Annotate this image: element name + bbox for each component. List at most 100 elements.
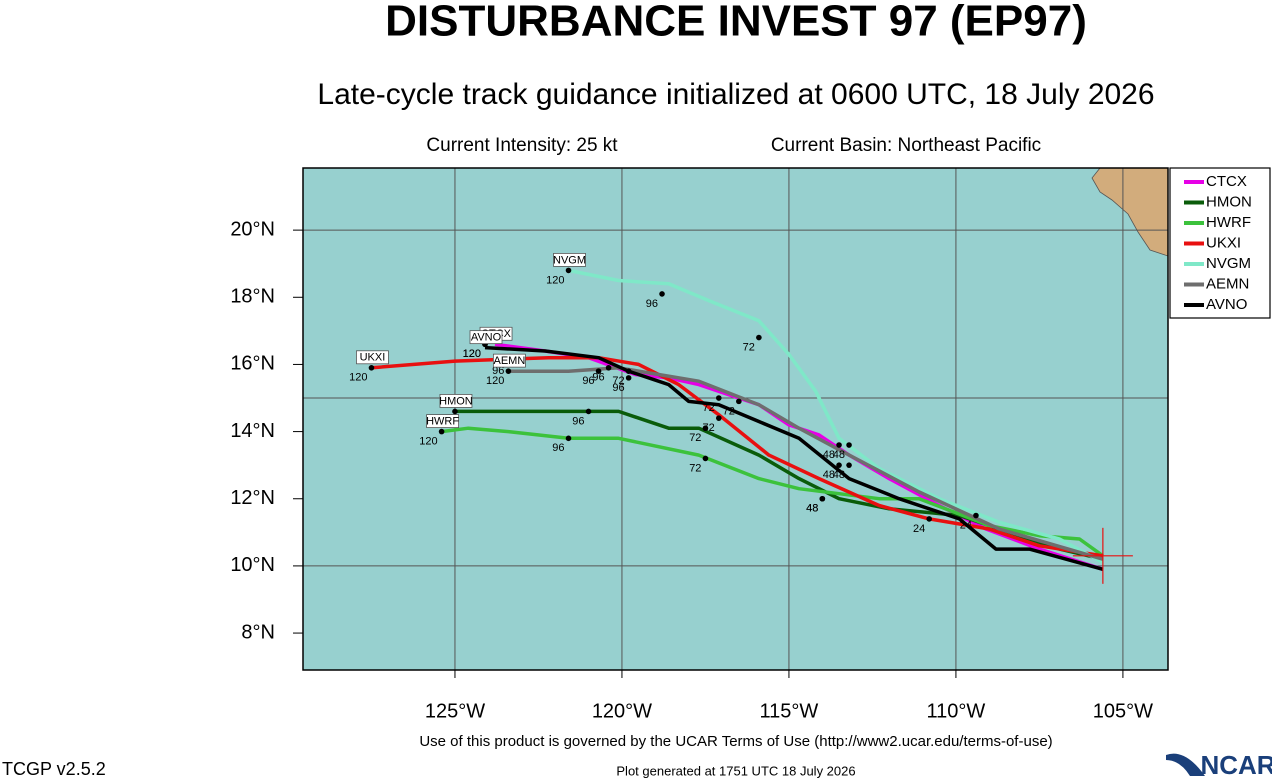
hour-point (452, 408, 458, 415)
chart-subtitle: Late-cycle track guidance initialized at… (317, 78, 1154, 111)
hour-point (836, 442, 842, 448)
hour-label: 120 (486, 375, 504, 387)
land (1091, 168, 1168, 257)
hour-point (659, 291, 665, 297)
hour-point (368, 364, 375, 371)
model-label-box (426, 414, 460, 428)
hour-point (973, 512, 979, 519)
hour-label: 96 (612, 382, 624, 394)
x-tick-label: 125°W (425, 700, 485, 722)
legend-label: AEMN (1206, 275, 1249, 292)
hour-label: 72 (743, 341, 755, 353)
hour-point (595, 368, 602, 374)
hour-label: 96 (572, 415, 584, 427)
hour-label: 48 (823, 469, 835, 481)
model-label-box (553, 253, 586, 267)
hour-point (505, 368, 512, 374)
track (441, 426, 1104, 558)
hour-label: 120 (419, 435, 437, 447)
model-label: HWRF (426, 415, 459, 427)
hour-point (625, 368, 632, 374)
x-tick-label: 115°W (760, 700, 819, 722)
basin: Current Basin: Northeast Pacific (771, 135, 1041, 156)
hour-label: 96 (552, 442, 564, 454)
model-label: UKXI (360, 352, 386, 364)
hour-label: 72 (689, 462, 701, 474)
hour-label: 120 (546, 274, 564, 286)
y-tick-label: 16°N (230, 353, 275, 375)
model-label: AEMN (494, 355, 526, 367)
legend-label: UKXI (1206, 234, 1241, 251)
model-label: HMON (439, 395, 473, 407)
track (508, 366, 1104, 561)
version: TCGP v2.5.2 (2, 759, 106, 779)
model-label-box (492, 353, 526, 368)
legend-label: AVNO (1206, 296, 1247, 313)
x-tick-label: 110°W (927, 700, 986, 722)
hour-label: 72 (723, 405, 735, 417)
hour-label: 120 (463, 348, 481, 360)
y-tick-label: 20°N (230, 218, 275, 240)
hour-label: 96 (646, 298, 658, 310)
hour-label: 96 (582, 375, 594, 387)
hour-point (736, 398, 742, 405)
model-label-box (469, 330, 503, 345)
hour-label: 24 (960, 519, 972, 531)
hour-label: 72 (689, 432, 701, 444)
hour-label: 48 (833, 469, 845, 481)
hour-point (702, 455, 709, 462)
hour-point (716, 395, 722, 401)
hour-label: 48 (806, 503, 818, 515)
hour-label: 72 (703, 402, 715, 414)
hour-label: 120 (349, 372, 367, 384)
hour-point (836, 462, 842, 468)
x-tick-label: 120°W (592, 700, 652, 722)
hour-point (625, 375, 632, 381)
hour-label: 72 (703, 422, 715, 434)
hour-label: 120 (463, 348, 481, 360)
y-tick-label: 12°N (230, 487, 275, 509)
model-label-box (439, 394, 473, 408)
model-label: NVGM (553, 254, 586, 266)
hour-label: 96 (492, 365, 504, 377)
hour-label: 96 (592, 372, 604, 384)
y-tick-label: 14°N (230, 420, 275, 442)
logo: NCAR (1200, 750, 1272, 780)
hour-label: 72 (612, 375, 624, 387)
x-tick-label: 105°W (1093, 700, 1153, 722)
track (371, 355, 1104, 558)
hour-point (565, 267, 572, 274)
terms: Use of this product is governed by the U… (419, 733, 1052, 750)
track (484, 345, 1104, 571)
hour-point (846, 442, 852, 448)
hour-point (926, 516, 933, 522)
hour-label: 48 (806, 503, 818, 515)
legend-label: HWRF (1206, 214, 1251, 231)
y-tick-label: 10°N (230, 554, 275, 576)
plot-border (302, 167, 1169, 671)
hour-label: 48 (823, 449, 835, 461)
model-label: AVNO (471, 332, 502, 344)
hour-point (702, 425, 709, 432)
chart-title: DISTURBANCE INVEST 97 (EP97) (385, 0, 1087, 46)
hour-point (716, 415, 722, 421)
generated: Plot generated at 1751 UTC 18 July 2026 (616, 763, 855, 778)
hour-point (756, 334, 762, 341)
hour-point (605, 364, 612, 371)
hour-point (585, 408, 592, 415)
hour-point (438, 428, 445, 435)
model-label-box (356, 350, 389, 365)
legend-label: HMON (1206, 193, 1252, 210)
track (568, 268, 1104, 565)
logo-mark (1166, 753, 1205, 776)
hour-label: 48 (833, 449, 845, 461)
legend-label: NVGM (1206, 255, 1251, 272)
hour-point (819, 495, 826, 502)
intensity: Current Intensity: 25 kt (426, 135, 618, 156)
legend-label: CTCX (1206, 173, 1247, 190)
hour-point (846, 462, 852, 468)
y-tick-label: 8°N (241, 621, 275, 643)
hour-label: 24 (913, 523, 925, 535)
